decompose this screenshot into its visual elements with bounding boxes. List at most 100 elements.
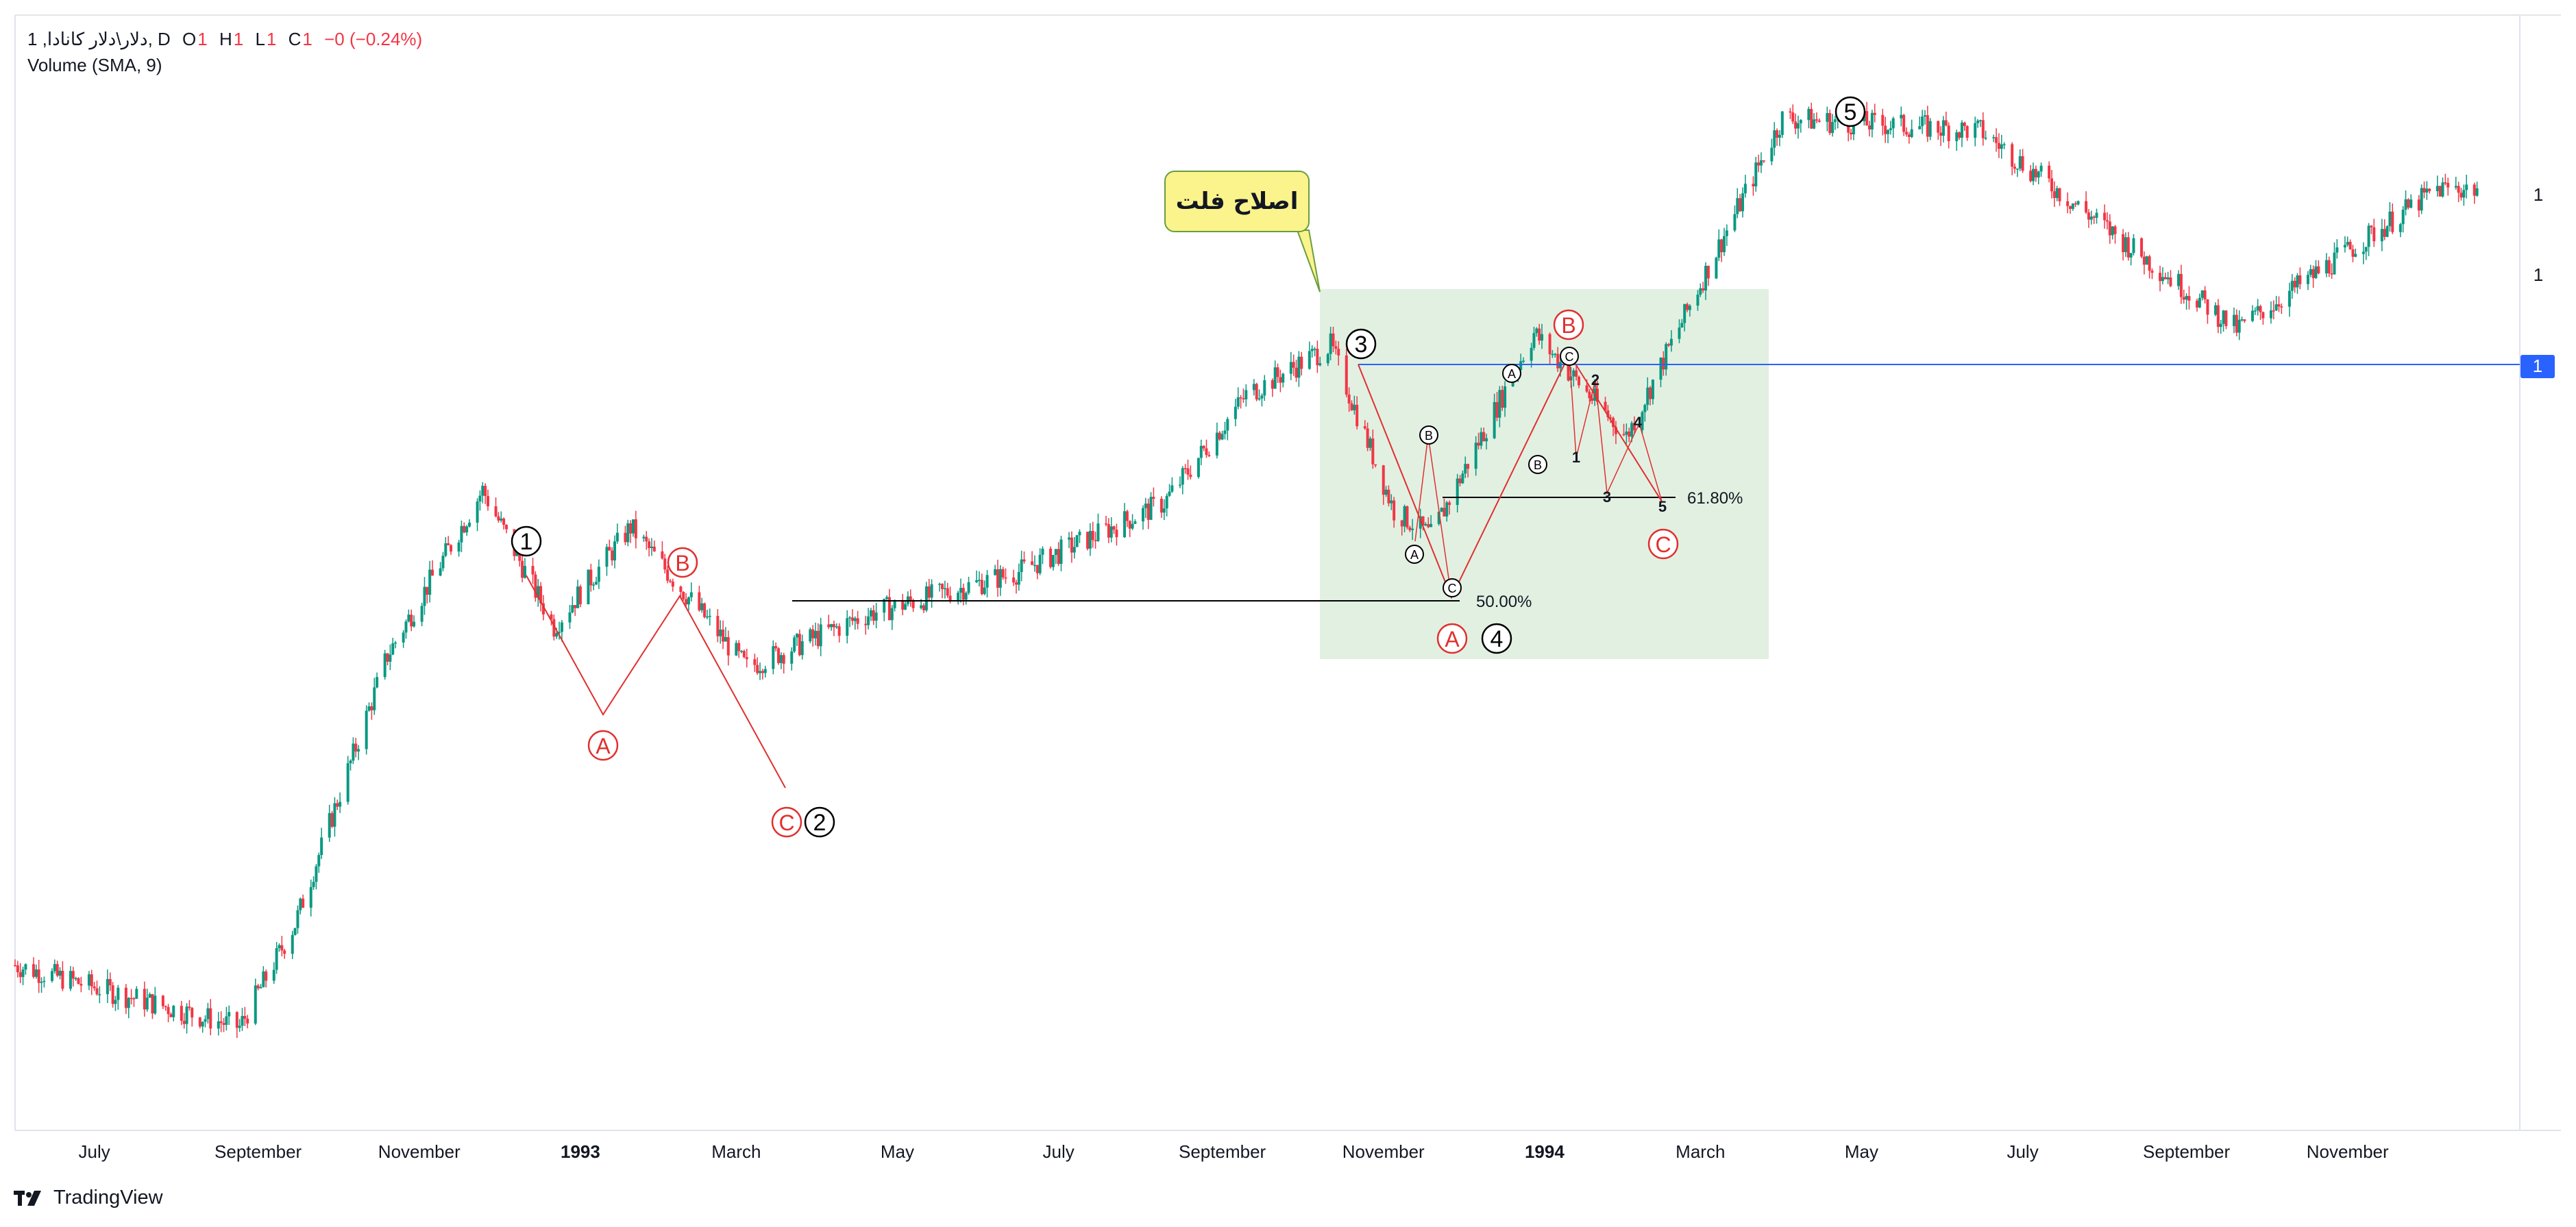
candle-body <box>238 1026 241 1028</box>
candle-body <box>1022 559 1026 562</box>
candle-body <box>1313 349 1316 350</box>
candle-body <box>595 582 598 585</box>
wave-label-c-first[interactable]: C <box>771 806 802 838</box>
sub-wave-a-left[interactable]: A <box>1405 545 1424 564</box>
flat-correction-callout[interactable]: اصلاح فلت <box>1164 171 1321 293</box>
wave-abc-3-4-line <box>1358 352 1663 599</box>
candle-body <box>1556 354 1560 369</box>
candle-body <box>1720 239 1724 253</box>
candle-body <box>1223 430 1227 434</box>
candle-body <box>2140 238 2144 257</box>
time-axis-label: September <box>2143 1141 2231 1162</box>
candle-body <box>201 1021 204 1027</box>
candle-body <box>2388 211 2392 227</box>
candle-body <box>957 593 960 602</box>
candle-body <box>1889 128 1892 131</box>
candle-body <box>1612 418 1615 427</box>
candle-body <box>1752 184 1755 187</box>
candle-body <box>904 604 907 610</box>
candle-body <box>867 616 870 625</box>
candle-body <box>1017 571 1020 585</box>
candle-body <box>339 802 342 807</box>
candle-body <box>1308 351 1311 369</box>
candle-body <box>1318 363 1322 366</box>
wave-label-1[interactable]: 1 <box>511 525 542 557</box>
candle-body <box>370 706 373 710</box>
candle-body <box>2438 186 2442 197</box>
candle-body <box>1316 349 1319 366</box>
candle-body <box>1921 116 1924 127</box>
candle-body <box>661 551 664 559</box>
candle-body <box>872 610 875 621</box>
sub-wave-b-left[interactable]: B <box>1419 425 1438 445</box>
candle-body <box>1001 569 1005 578</box>
candle-body <box>74 978 77 980</box>
candle-body <box>1020 559 1023 572</box>
wave-label-2[interactable]: 2 <box>804 806 835 838</box>
candle-body <box>1096 523 1100 541</box>
candle-body <box>772 646 775 669</box>
candle-body <box>541 603 545 615</box>
sub-wave-impulse-line <box>1569 354 1663 502</box>
candle-body <box>1068 537 1071 540</box>
candle-body <box>1688 306 1691 310</box>
candle-body <box>2129 253 2133 258</box>
legend-volume-row[interactable]: Volume (SMA, 9) <box>27 55 162 75</box>
wave-label-b-first[interactable]: B <box>667 547 698 578</box>
flat-correction-zone <box>1320 289 1769 659</box>
candle-body <box>2372 227 2376 242</box>
candle-body <box>1733 214 1737 231</box>
candle-body <box>2113 226 2117 234</box>
candle-body <box>1255 384 1258 400</box>
candle-body <box>2346 242 2349 245</box>
candle-body <box>185 1006 188 1024</box>
candle-body <box>410 615 413 627</box>
candle-body <box>2126 237 2130 258</box>
candle-body <box>2417 199 2420 211</box>
sub-wave-a-right[interactable]: A <box>1502 364 1521 383</box>
candle-body <box>2013 166 2017 169</box>
wave-label-4[interactable]: 4 <box>1481 623 1512 654</box>
candle-body <box>1199 445 1203 458</box>
candle-body <box>172 1006 175 1017</box>
svg-text:2: 2 <box>813 810 826 836</box>
wave-label-a-first[interactable]: A <box>587 730 619 761</box>
candle-body <box>518 550 522 561</box>
time-axis-label: July <box>1042 1141 1074 1162</box>
sub-wave-b-right[interactable]: B <box>1528 455 1547 474</box>
tradingview-brand[interactable]: TradingView <box>14 1187 163 1209</box>
price-axis-blue-tag[interactable]: 1 <box>2520 355 2555 378</box>
svg-text:4: 4 <box>1491 626 1504 652</box>
candle-body <box>1031 561 1034 565</box>
candle-body <box>2311 269 2315 278</box>
legend-symbol[interactable]: 1 ,دلار\دلار کانادا, D <box>27 29 171 49</box>
candle-body <box>333 803 336 827</box>
candle-body <box>1900 114 1903 119</box>
sub-wave-c-right[interactable]: C <box>1560 347 1579 366</box>
candle-body <box>145 997 149 1010</box>
candle-body <box>2169 277 2172 286</box>
candle-body <box>1963 122 1966 126</box>
candle-body <box>1345 355 1348 395</box>
candle-body <box>386 653 389 662</box>
candle-body <box>1958 132 1961 138</box>
candle-body <box>1622 434 1626 436</box>
candle-body <box>1881 114 1885 126</box>
candle-body <box>1281 373 1285 383</box>
candle-body <box>1606 410 1610 418</box>
sub-wave-c-left[interactable]: C <box>1443 578 1462 597</box>
wave-label-a-second[interactable]: A <box>1436 623 1468 654</box>
candle-body <box>1628 431 1631 437</box>
wave-label-c-second[interactable]: C <box>1647 528 1679 560</box>
wave-label-b-second[interactable]: B <box>1553 309 1584 340</box>
wave-label-3[interactable]: 3 <box>1345 328 1377 360</box>
candle-body <box>2425 188 2429 193</box>
candle-body <box>1965 125 1969 138</box>
candle-body <box>431 569 434 576</box>
candle-body <box>1115 530 1118 538</box>
wave-label-5[interactable]: 5 <box>1835 96 1866 127</box>
candle-body <box>154 995 157 1014</box>
candle-body <box>1218 432 1221 440</box>
candle-body <box>2309 269 2312 275</box>
